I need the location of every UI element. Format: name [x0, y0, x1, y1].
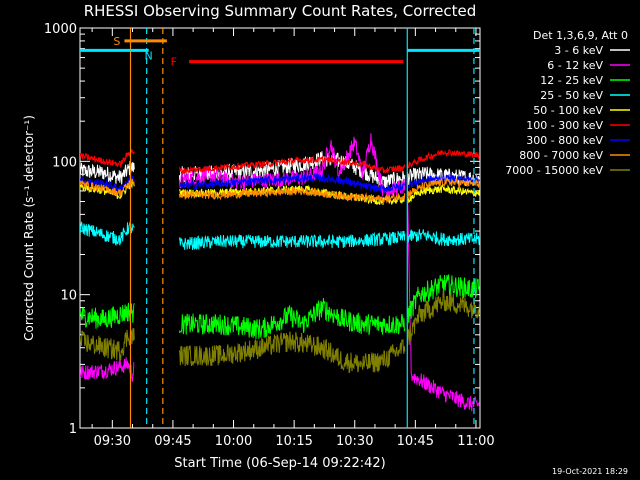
series-line-4	[80, 221, 480, 251]
render-timestamp: 19-Oct-2021 18:29	[552, 467, 628, 476]
plot-area: 1 10 100 1000 09:30 09:45 10:00 10:15 10:30 10:45…	[44, 22, 495, 449]
series-line-7	[80, 172, 480, 193]
x-tick-label: 10:15	[275, 434, 312, 449]
x-tick-label: 10:45	[397, 434, 434, 449]
legend-label-4: 25 - 50 keV	[540, 89, 603, 102]
x-tick-label: 10:00	[215, 434, 252, 449]
legend-label-1: 3 - 6 keV	[554, 44, 603, 57]
legend-label-8: 800 - 7000 keV	[519, 149, 603, 162]
x-tick-label: 09:30	[94, 434, 131, 449]
legend-label-9: 7000 - 15000 keV	[505, 164, 603, 177]
y-tick-label: 1	[69, 422, 77, 437]
x-tick-label: 10:30	[336, 434, 373, 449]
x-tick-label: 11:00	[457, 434, 494, 449]
legend-label-7: 300 - 800 keV	[526, 134, 603, 147]
flag-label-s: S	[113, 35, 120, 48]
series-line-9	[80, 289, 480, 374]
legend-label-6: 100 - 300 keV	[526, 119, 603, 132]
series-line-2	[80, 133, 480, 412]
legend-title: Det 1,3,6,9, Att 0	[533, 29, 628, 42]
series-line-8	[80, 176, 480, 204]
x-tick-label: 09:45	[154, 434, 191, 449]
legend: Det 1,3,6,9, Att 0 3 - 6 keV 6 - 12 keV 12…	[505, 29, 630, 177]
y-tick-label: 100	[52, 155, 77, 170]
legend-label-3: 12 - 25 keV	[540, 74, 603, 87]
y-tick-label: 10	[60, 289, 77, 304]
y-tick-label: 1000	[44, 22, 77, 37]
x-axis-label: Start Time (06-Sep-14 09:22:42)	[174, 456, 385, 471]
y-axis-label: Corrected Count Rate (s⁻¹ detector⁻¹)	[22, 115, 36, 341]
series-group	[80, 28, 480, 428]
series-line-6	[80, 149, 480, 175]
chart-title: RHESSI Observing Summary Count Rates, Co…	[84, 2, 477, 20]
legend-label-2: 6 - 12 keV	[547, 59, 603, 72]
flag-label-n: N	[144, 49, 152, 62]
flag-label-f: F	[171, 56, 177, 69]
legend-label-5: 50 - 100 keV	[533, 104, 603, 117]
plot-frame	[79, 27, 481, 429]
series-line-3	[80, 274, 480, 339]
